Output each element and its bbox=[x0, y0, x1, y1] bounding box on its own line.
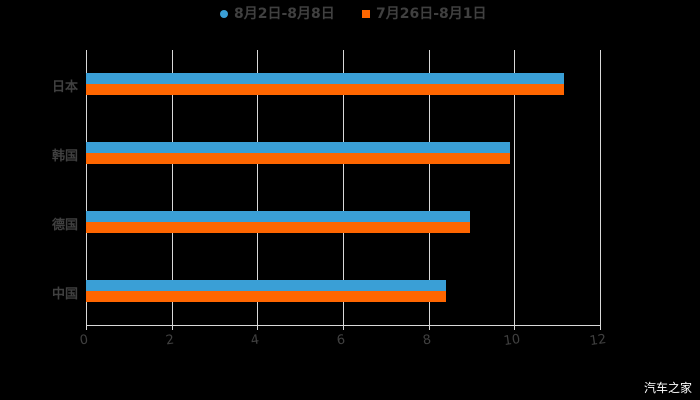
bar-1[interactable] bbox=[86, 211, 470, 222]
x-tick bbox=[257, 325, 258, 330]
gridline bbox=[343, 50, 344, 325]
legend-square-icon bbox=[362, 10, 370, 18]
legend-circle-icon bbox=[220, 10, 228, 18]
x-tick-label: 4 bbox=[249, 332, 261, 349]
legend-label: 7月26日-8月1日 bbox=[376, 6, 487, 22]
bar-1[interactable] bbox=[86, 280, 446, 291]
gridline bbox=[429, 50, 430, 325]
x-tick-label: 0 bbox=[78, 332, 90, 349]
x-tick bbox=[343, 325, 344, 330]
bar-2[interactable] bbox=[86, 291, 446, 302]
category-label: 韩国 bbox=[51, 149, 78, 164]
category-label: 日本 bbox=[51, 80, 78, 95]
gridline bbox=[172, 50, 173, 325]
watermark: 汽车之家 bbox=[643, 381, 692, 395]
legend-label: 8月2日-8月8日 bbox=[234, 6, 335, 22]
gridline bbox=[514, 50, 515, 325]
chart-legend: 8月2日-8月8日 7月26日-8月1日 bbox=[0, 4, 700, 24]
x-tick bbox=[600, 325, 601, 330]
x-tick bbox=[514, 325, 515, 330]
category-label: 中国 bbox=[51, 287, 78, 302]
x-axis-line bbox=[86, 325, 601, 326]
bar-1[interactable] bbox=[86, 73, 564, 84]
gridline bbox=[600, 50, 601, 325]
gridline bbox=[257, 50, 258, 325]
x-tick-label: 12 bbox=[588, 331, 608, 350]
x-tick-label: 10 bbox=[502, 331, 522, 350]
gridline bbox=[86, 50, 87, 325]
category-label: 德国 bbox=[51, 218, 78, 233]
x-tick-label: 6 bbox=[335, 332, 347, 349]
bar-2[interactable] bbox=[86, 153, 510, 164]
x-tick-label: 8 bbox=[421, 332, 433, 349]
x-tick bbox=[429, 325, 430, 330]
x-tick bbox=[172, 325, 173, 330]
bar-2[interactable] bbox=[86, 222, 470, 233]
bar-1[interactable] bbox=[86, 142, 510, 153]
x-tick bbox=[86, 325, 87, 330]
x-tick-label: 2 bbox=[164, 332, 176, 349]
bar-2[interactable] bbox=[86, 84, 564, 95]
